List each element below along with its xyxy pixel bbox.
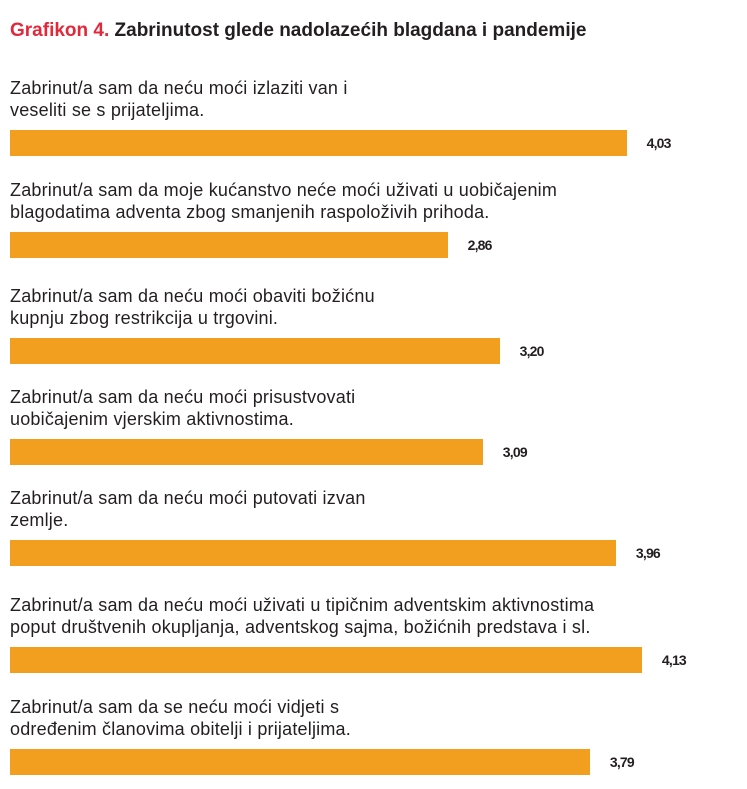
- bar-group: Zabrinut/a sam da se neću moći vidjeti s…: [10, 696, 740, 775]
- bar-row: 2,86: [10, 232, 740, 258]
- bar-row: 3,96: [10, 540, 740, 566]
- value-label: 3,09: [502, 444, 528, 460]
- value-label: 4,13: [661, 652, 687, 668]
- category-label: Zabrinut/a sam da moje kućanstvo neće mo…: [10, 180, 558, 222]
- bar-group: Zabrinut/a sam da neću moći izlaziti van…: [10, 77, 740, 156]
- bar: [10, 232, 448, 258]
- bar-row: 4,13: [10, 647, 740, 673]
- bar-group: Zabrinut/a sam da neću moći putovati izv…: [10, 487, 740, 566]
- bar-row: 3,09: [10, 439, 740, 465]
- chart-title-prefix: Grafikon 4.: [10, 20, 110, 41]
- bar: [10, 338, 500, 364]
- category-label: Zabrinut/a sam da neću moći prisustvovat…: [10, 387, 356, 429]
- bar-group: Zabrinut/a sam da neću moći prisustvovat…: [10, 386, 740, 465]
- bar: [10, 749, 590, 775]
- category-label: Zabrinut/a sam da se neću moći vidjeti s…: [10, 697, 351, 739]
- bar-group: Zabrinut/a sam da moje kućanstvo neće mo…: [10, 179, 740, 258]
- bar: [10, 540, 616, 566]
- bar-row: 3,79: [10, 749, 740, 775]
- chart-title-text: Zabrinutost glede nadolazećih blagdana i…: [114, 20, 587, 41]
- bar-row: 4,03: [10, 130, 740, 156]
- value-label: 2,86: [467, 237, 493, 253]
- category-label: Zabrinut/a sam da neću moći obaviti boži…: [10, 286, 375, 328]
- category-label: Zabrinut/a sam da neću moći uživati u ti…: [10, 595, 595, 637]
- value-label: 3,79: [609, 754, 635, 770]
- category-label: Zabrinut/a sam da neću moći putovati izv…: [10, 488, 366, 530]
- bar-group: Zabrinut/a sam da neću moći obaviti boži…: [10, 285, 740, 364]
- bar: [10, 439, 483, 465]
- bar: [10, 130, 627, 156]
- value-label: 3,96: [635, 545, 661, 561]
- value-label: 3,20: [519, 343, 545, 359]
- chart-title: Grafikon 4. Zabrinutost glede nadolazeći…: [10, 20, 586, 42]
- value-label: 4,03: [646, 135, 672, 151]
- bar-row: 3,20: [10, 338, 740, 364]
- bar: [10, 647, 642, 673]
- bar-group: Zabrinut/a sam da neću moći uživati u ti…: [10, 594, 740, 673]
- category-label: Zabrinut/a sam da neću moći izlaziti van…: [10, 78, 348, 120]
